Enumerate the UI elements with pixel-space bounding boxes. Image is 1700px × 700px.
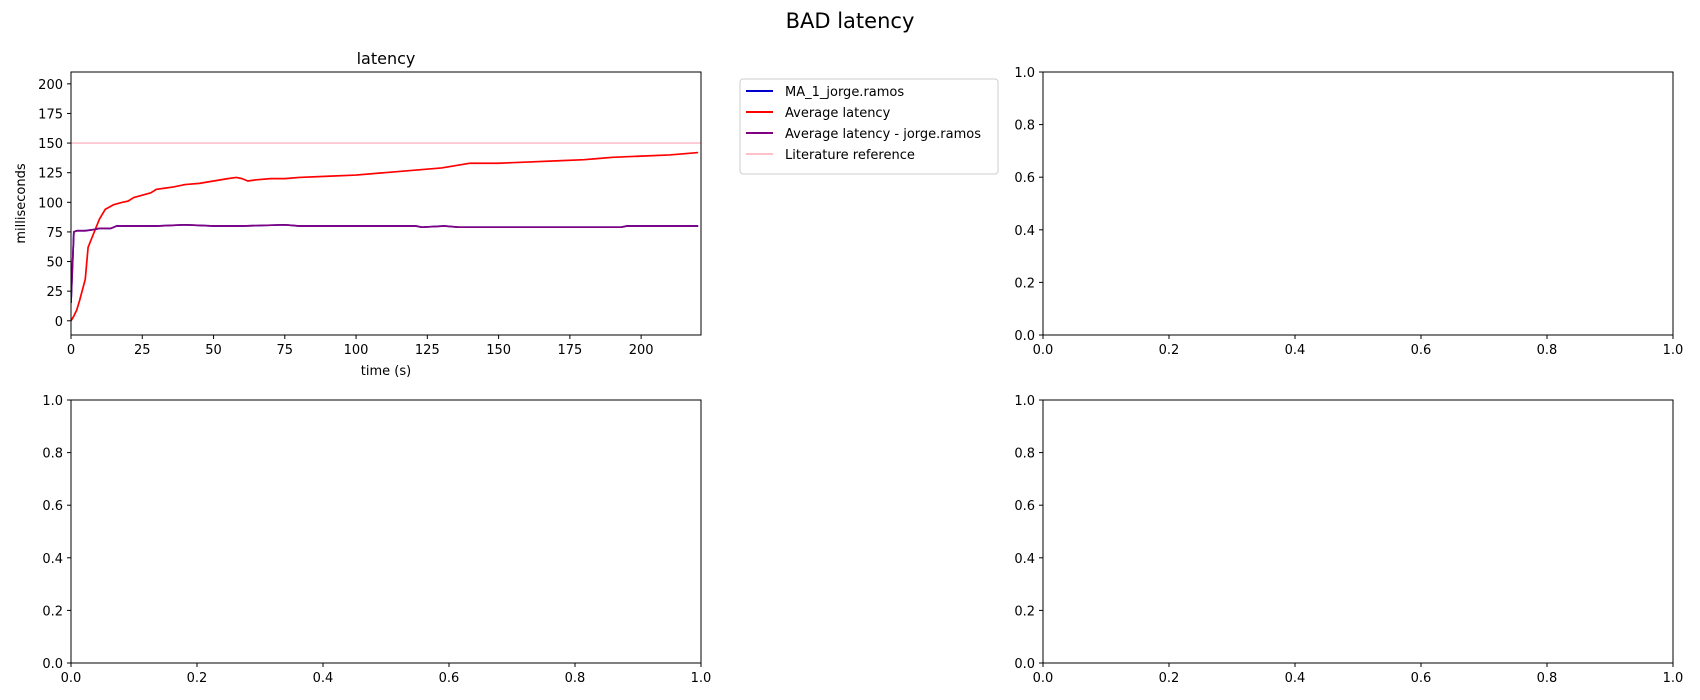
x-tick-label: 0.8: [1537, 671, 1558, 686]
legend-label-1: Average latency: [785, 106, 891, 121]
x-tick-label: 0.4: [1285, 671, 1306, 686]
x-tick-label: 100: [344, 343, 369, 358]
x-tick-label: 75: [277, 343, 294, 358]
y-tick-label: 75: [46, 226, 63, 241]
axes-frame: [1042, 399, 1674, 664]
legend-label-0: MA_1_jorge.ramos: [785, 85, 904, 100]
x-tick-label: 0.6: [1411, 343, 1432, 358]
y-tick-label: 1.0: [1014, 66, 1035, 81]
x-tick-label: 0.4: [1285, 343, 1306, 358]
x-tick-label: 0.0: [1033, 671, 1054, 686]
x-tick-label: 0.0: [61, 671, 82, 686]
y-tick-label: 0.0: [1014, 329, 1035, 344]
y-tick-label: 0.8: [1014, 119, 1035, 134]
y-tick-label: 0.4: [42, 552, 63, 567]
y-axis-label: milliseconds: [14, 163, 29, 243]
legend-label-3: Literature reference: [785, 148, 915, 163]
figure-suptitle: BAD latency: [786, 9, 915, 33]
series-line-0: [71, 223, 699, 304]
y-tick-label: 0.6: [1014, 499, 1035, 514]
x-tick-label: 0.0: [1033, 343, 1054, 358]
x-tick-label: 0.2: [1159, 343, 1180, 358]
x-tick-label: 125: [415, 343, 440, 358]
series-line-1: [71, 151, 699, 322]
axes-frame: [1042, 71, 1674, 336]
y-tick-label: 0.0: [1014, 657, 1035, 672]
x-tick-label: 0.6: [1411, 671, 1432, 686]
y-tick-label: 0.2: [1014, 604, 1035, 619]
y-tick-label: 0.4: [1014, 552, 1035, 567]
y-tick-label: 50: [46, 256, 63, 271]
y-tick-label: 0.2: [1014, 276, 1035, 291]
x-tick-label: 50: [205, 343, 222, 358]
x-tick-label: 0: [67, 343, 75, 358]
legend-box: [739, 78, 999, 175]
x-tick-label: 1.0: [691, 671, 712, 686]
x-tick-label: 1.0: [1663, 671, 1684, 686]
series-group: [71, 142, 701, 322]
y-tick-label: 100: [38, 196, 63, 211]
subplot-top-right: 0.0 0.2 0.4 0.6 0.8 1.0 0.0 0.2 0.4 0.6 0.8 1.0: [1014, 66, 1683, 358]
x-tick-label: 0.2: [1159, 671, 1180, 686]
axes-frame: [70, 399, 702, 664]
y-tick-label: 1.0: [1014, 394, 1035, 409]
y-tick-label: 200: [38, 78, 63, 93]
subplot-bottom-left: 0.0 0.2 0.4 0.6 0.8 1.0 0.0 0.2 0.4 0.6 0.8 1.0: [42, 394, 711, 686]
x-axis-label: time (s): [361, 364, 411, 379]
y-tick-label: 0.8: [1014, 447, 1035, 462]
x-tick-label: 25: [134, 343, 151, 358]
axes-frame: [70, 71, 702, 336]
x-tick-label: 1.0: [1663, 343, 1684, 358]
legend: MA_1_jorge.ramos Average latency Average l…: [739, 78, 999, 175]
subplot-bottom-right: 0.0 0.2 0.4 0.6 0.8 1.0 0.0 0.2 0.4 0.6 0.8 1.0: [1014, 394, 1683, 686]
legend-label-2: Average latency - jorge.ramos: [785, 127, 981, 142]
series-line-2: [71, 223, 699, 304]
subplot-grid: 0 25 50 75 100 125 150 175 200 0 25 50 75 100 125 150 17…: [14, 49, 1683, 686]
x-tick-label: 0.8: [1537, 343, 1558, 358]
x-tick-label: 0.2: [187, 671, 208, 686]
y-tick-label: 25: [46, 285, 63, 300]
subplot-top-left: 0 25 50 75 100 125 150 175 200 0 25 50 75 100 125 150 17…: [14, 49, 999, 379]
y-tick-label: 0.4: [1014, 224, 1035, 239]
y-tick-label: 125: [38, 167, 63, 182]
x-tick-label: 150: [486, 343, 511, 358]
x-tick-label: 175: [557, 343, 582, 358]
x-tick-label: 0.8: [565, 671, 586, 686]
y-tick-label: 0.0: [42, 657, 63, 672]
x-tick-label: 200: [629, 343, 654, 358]
y-tick-label: 0.2: [42, 604, 63, 619]
x-tick-label: 0.6: [439, 671, 460, 686]
y-tick-label: 0.8: [42, 447, 63, 462]
y-tick-label: 0: [55, 315, 63, 330]
y-tick-label: 1.0: [42, 394, 63, 409]
y-tick-label: 175: [38, 107, 63, 122]
y-tick-label: 0.6: [1014, 171, 1035, 186]
x-tick-label: 0.4: [313, 671, 334, 686]
y-tick-label: 0.6: [42, 499, 63, 514]
panel-title: latency: [357, 49, 416, 68]
y-tick-label: 150: [38, 137, 63, 152]
